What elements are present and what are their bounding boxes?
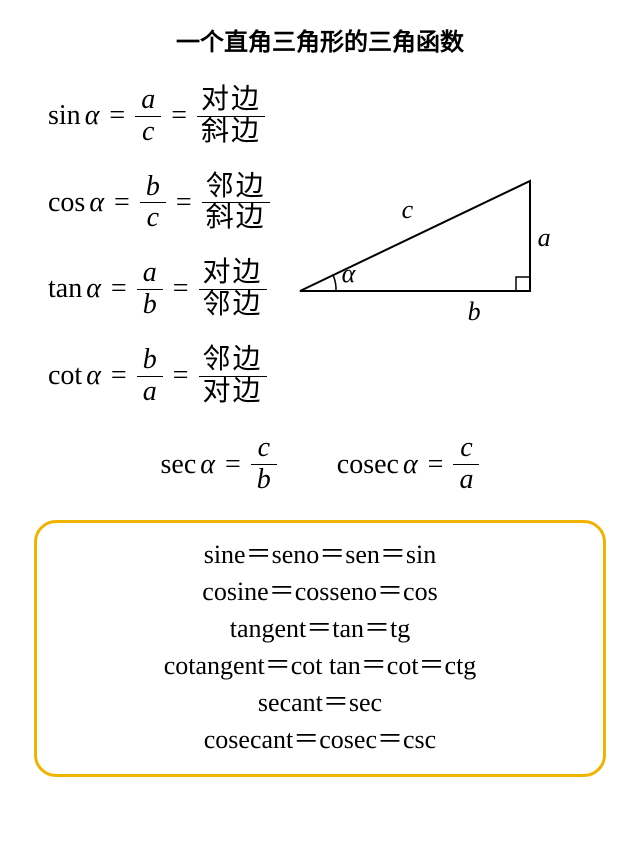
primary-formulas: sin α = a c = 对边 斜边 cos α = b c <box>0 85 270 407</box>
numerator: a <box>135 85 161 116</box>
alias-line: cotangent＝cot tan＝cot＝ctg <box>47 648 593 685</box>
fraction-letters: b c <box>140 172 166 235</box>
fraction-words: 邻边 斜边 <box>202 172 270 235</box>
denominator: b <box>137 290 163 321</box>
fraction-letters: a c <box>135 85 161 148</box>
numerator: c <box>252 433 276 464</box>
denominator: 邻边 <box>199 290 267 321</box>
numerator: b <box>140 172 166 203</box>
right-angle-icon <box>516 277 530 291</box>
page-title: 一个直角三角形的三角函数 <box>0 0 640 57</box>
aliases-box: sine＝seno＝sen＝sin cosine＝cosseno＝cos tan… <box>34 520 606 777</box>
func-var: α <box>403 449 418 481</box>
func-name: cosec <box>337 449 399 481</box>
fraction: c b <box>251 433 277 496</box>
alias-line: cosecant＝cosec＝csc <box>47 722 593 759</box>
equals: = <box>428 449 444 481</box>
formula-tan: tan α = a b = 对边 邻边 <box>48 258 270 321</box>
numerator: 对边 <box>197 85 265 116</box>
func-name: cos <box>48 187 85 219</box>
equals: = <box>114 187 130 219</box>
fraction-letters: b a <box>137 345 163 408</box>
func-name: sec <box>161 449 197 481</box>
numerator: 对边 <box>199 258 267 289</box>
func-var: α <box>200 449 215 481</box>
side-label-c: c <box>402 195 414 225</box>
equals: = <box>173 273 189 305</box>
equals: = <box>109 100 125 132</box>
denominator: c <box>136 117 160 148</box>
triangle-svg <box>290 161 560 331</box>
func-var: α <box>86 360 101 392</box>
right-triangle-diagram: a b c α <box>290 161 560 331</box>
equals: = <box>225 449 241 481</box>
denominator: c <box>141 203 165 234</box>
denominator: a <box>137 377 163 408</box>
alias-line: cosine＝cosseno＝cos <box>47 574 593 611</box>
fraction-words: 邻边 对边 <box>199 345 267 408</box>
equals: = <box>171 100 187 132</box>
func-name: sin <box>48 100 81 132</box>
formula-cot: cot α = b a = 邻边 对边 <box>48 345 270 408</box>
numerator: c <box>454 433 478 464</box>
side-label-a: a <box>538 223 551 253</box>
func-var: α <box>85 100 100 132</box>
angle-arc <box>333 275 336 291</box>
angle-label-alpha: α <box>342 259 356 289</box>
formula-cos: cos α = b c = 邻边 斜边 <box>48 172 270 235</box>
formula-sec: sec α = c b <box>161 433 277 496</box>
denominator: 斜边 <box>197 117 265 148</box>
formula-cosec: cosec α = c a <box>337 433 480 496</box>
alias-line: secant＝sec <box>47 685 593 722</box>
numerator: a <box>137 258 163 289</box>
denominator: 斜边 <box>202 203 270 234</box>
alias-line: tangent＝tan＝tg <box>47 611 593 648</box>
func-name: tan <box>48 273 82 305</box>
triangle-shape <box>300 181 530 291</box>
denominator: a <box>453 465 479 496</box>
equals: = <box>176 187 192 219</box>
func-name: cot <box>48 360 82 392</box>
numerator: 邻边 <box>202 172 270 203</box>
secondary-formulas: sec α = c b cosec α = c a <box>0 433 640 496</box>
alias-line: sine＝seno＝sen＝sin <box>47 537 593 574</box>
numerator: 邻边 <box>199 345 267 376</box>
denominator: 对边 <box>199 377 267 408</box>
main-row: sin α = a c = 对边 斜边 cos α = b c <box>0 85 640 407</box>
fraction-words: 对边 斜边 <box>197 85 265 148</box>
equals: = <box>111 273 127 305</box>
fraction: c a <box>453 433 479 496</box>
fraction-letters: a b <box>137 258 163 321</box>
func-var: α <box>86 273 101 305</box>
func-var: α <box>89 187 104 219</box>
formula-sin: sin α = a c = 对边 斜边 <box>48 85 270 148</box>
numerator: b <box>137 345 163 376</box>
side-label-b: b <box>468 297 481 327</box>
equals: = <box>173 360 189 392</box>
fraction-words: 对边 邻边 <box>199 258 267 321</box>
denominator: b <box>251 465 277 496</box>
equals: = <box>111 360 127 392</box>
